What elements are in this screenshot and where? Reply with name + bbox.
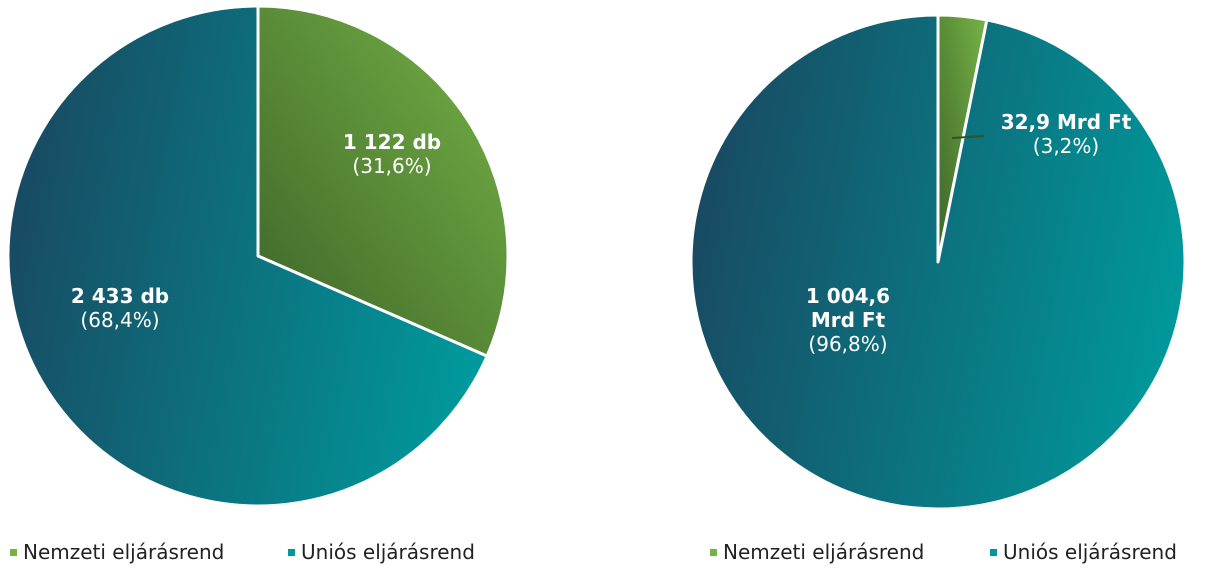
pie-slice <box>689 13 1187 511</box>
legend-label: Nemzeti eljárásrend <box>23 540 225 564</box>
percentage-label: (3,2%) <box>1032 134 1100 158</box>
percentage-label: (96,8%) <box>808 332 888 356</box>
legend-item: Uniós eljárásrend <box>990 540 1177 564</box>
slice-label: 1 004,6 Mrd Ft (96,8%) <box>793 284 903 356</box>
percentage-label: (31,6%) <box>352 154 432 178</box>
value-label: 1 122 db <box>342 130 442 154</box>
legend-swatch <box>710 548 717 556</box>
legend-label: Uniós eljárásrend <box>301 540 475 564</box>
pie-slice <box>6 4 489 508</box>
value-label: 2 433 db <box>70 284 170 308</box>
legend-swatch <box>990 548 997 556</box>
legend-label: Nemzeti eljárásrend <box>723 540 925 564</box>
slice-label: 2 433 db (68,4%) <box>71 284 169 332</box>
value-label: 32,9 Mrd Ft <box>1000 110 1132 134</box>
leader-line <box>951 135 985 139</box>
legend-swatch <box>10 548 17 556</box>
pie-slice <box>256 4 510 358</box>
legend-item: Nemzeti eljárásrend <box>10 540 224 564</box>
legend-item: Uniós eljárásrend <box>288 540 475 564</box>
legend-item: Nemzeti eljárásrend <box>710 540 924 564</box>
legend-swatch <box>288 548 295 556</box>
value-label: 1 004,6 Mrd Ft <box>805 284 891 332</box>
legend-label: Uniós eljárásrend <box>1003 540 1177 564</box>
slice-label: 32,9 Mrd Ft (3,2%) <box>1001 110 1132 158</box>
slice-label: 1 122 db (31,6%) <box>343 130 441 178</box>
percentage-label: (68,4%) <box>80 308 160 332</box>
